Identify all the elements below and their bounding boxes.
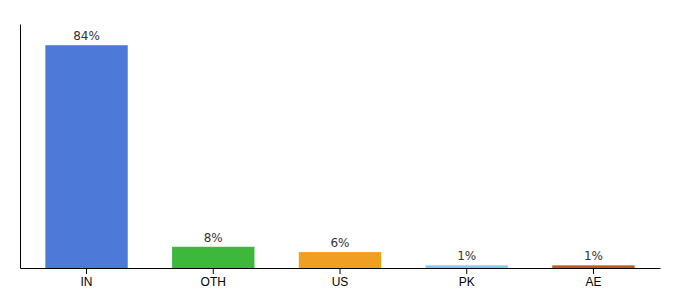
plot: IN OTH US PK AE 84% 8% 6% 1% 1%: [21, 25, 661, 289]
x-tick-mark: [213, 268, 214, 274]
bar: [426, 265, 508, 268]
bar: [45, 45, 127, 268]
x-tick-mark: [340, 268, 341, 274]
x-tick-mark: [593, 268, 594, 274]
x-tick: PK: [459, 268, 475, 289]
data-label: 8%: [204, 231, 223, 245]
x-axis: IN OTH US PK AE: [21, 268, 661, 289]
x-tick-mark: [86, 268, 87, 274]
x-tick: US: [332, 268, 349, 289]
data-label: 1%: [584, 249, 603, 263]
data-label: 1%: [457, 249, 476, 263]
data-labels: 84% 8% 6% 1% 1%: [73, 29, 603, 263]
chart-svg: IN OTH US PK AE 84% 8% 6% 1% 1%: [0, 0, 680, 300]
y-axis: [20, 25, 21, 269]
data-label: 84%: [73, 29, 100, 43]
x-tick-mark: [466, 268, 467, 274]
x-tick-label: IN: [81, 275, 93, 289]
x-tick: OTH: [201, 268, 226, 289]
x-tick-label: US: [332, 275, 349, 289]
x-tick: IN: [81, 268, 93, 289]
bar: [552, 265, 634, 268]
bars: [45, 45, 634, 268]
bar: [299, 252, 381, 268]
x-tick-label: PK: [459, 275, 475, 289]
x-tick-label: AE: [585, 275, 601, 289]
data-label: 6%: [330, 236, 349, 250]
y-axis-line: [20, 25, 21, 269]
bar: [172, 247, 254, 268]
x-tick-label: OTH: [201, 275, 226, 289]
x-tick: AE: [585, 268, 601, 289]
